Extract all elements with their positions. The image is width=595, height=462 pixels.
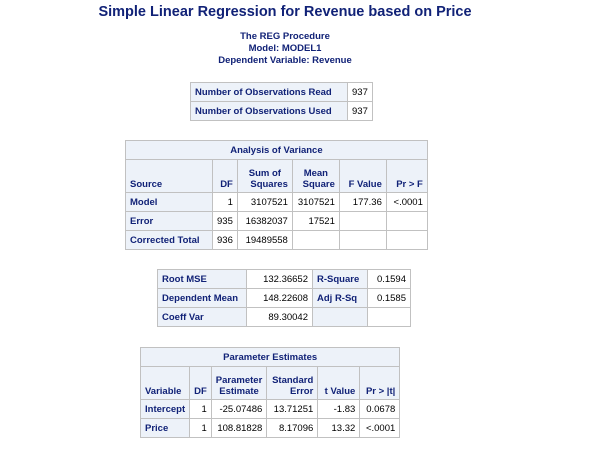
col-ms-line1: Mean (303, 168, 328, 179)
fit-value: 89.30042 (246, 307, 313, 327)
anova-f: 177.36 (338, 192, 387, 212)
table-row: Intercept 1 -25.07486 13.71251 -1.83 0.0… (139, 399, 401, 419)
fit-value: 0.1594 (367, 269, 411, 289)
table-row: Number of Observations Used 937 (190, 101, 373, 121)
col-ms: Mean Square (291, 159, 340, 193)
table-row: Root MSE 132.36652 R-Square 0.1594 (157, 269, 411, 289)
fit-statistics-table: Root MSE 132.36652 R-Square 0.1594 Depen… (157, 269, 411, 327)
parameter-estimates-table: Parameter Estimates Variable DF Paramete… (139, 347, 401, 438)
param-t: -1.83 (317, 399, 361, 419)
table-row: Error 935 16382037 17521 (125, 211, 428, 231)
param-variable: Price (139, 418, 191, 438)
anova-ms: 3107521 (291, 192, 340, 212)
col-estimate: Parameter Estimate (210, 366, 268, 400)
fit-label: R-Square (312, 269, 368, 289)
obs-used-label: Number of Observations Used (190, 101, 348, 121)
param-estimate: -25.07486 (210, 399, 268, 419)
param-variable: Intercept (139, 399, 191, 419)
col-estimate-line1: Parameter (215, 375, 263, 386)
fit-value (367, 307, 411, 327)
fit-value: 132.36652 (246, 269, 313, 289)
anova-f (338, 211, 387, 231)
col-source: Source (125, 159, 213, 193)
table-row: Price 1 108.81828 8.17096 13.32 <.0001 (139, 418, 401, 438)
col-ms-line2: Square (302, 179, 335, 190)
anova-df: 935 (212, 211, 238, 231)
procedure-subtitle: The REG Procedure (240, 31, 330, 42)
fit-label: Dependent Mean (157, 288, 247, 308)
param-df: 1 (189, 399, 212, 419)
fit-label: Coeff Var (157, 307, 247, 327)
anova-p (385, 211, 428, 231)
anova-caption: Analysis of Variance (125, 140, 428, 160)
col-std-error: Standard Error (266, 366, 319, 400)
table-row: Coeff Var 89.30042 (157, 307, 411, 327)
obs-used-value: 937 (347, 101, 373, 121)
col-ss-line1: Sum of (248, 168, 281, 179)
anova-df: 936 (212, 230, 238, 250)
param-p: 0.0678 (359, 399, 401, 419)
table-row: Corrected Total 936 19489558 (125, 230, 428, 250)
params-caption: Parameter Estimates (139, 347, 401, 367)
col-ss: Sum of Squares (236, 159, 293, 193)
table-row: Model 1 3107521 3107521 177.36 <.0001 (125, 192, 428, 212)
anova-df: 1 (212, 192, 238, 212)
report-title: Simple Linear Regression for Revenue bas… (98, 4, 472, 20)
observations-table: Number of Observations Read 937 Number o… (190, 82, 373, 121)
anova-ss: 16382037 (236, 211, 293, 231)
col-df: DF (189, 366, 212, 400)
obs-read-value: 937 (347, 82, 373, 102)
table-row: Dependent Mean 148.22608 Adj R-Sq 0.1585 (157, 288, 411, 308)
param-std-error: 8.17096 (266, 418, 319, 438)
anova-source: Corrected Total (125, 230, 213, 250)
anova-ms (291, 230, 340, 250)
param-df: 1 (189, 418, 212, 438)
params-header-row: Variable DF Parameter Estimate Standard … (139, 366, 401, 400)
anova-ss: 19489558 (236, 230, 293, 250)
fit-value: 0.1585 (367, 288, 411, 308)
anova-source: Error (125, 211, 213, 231)
col-f: F Value (338, 159, 387, 193)
col-df: DF (212, 159, 238, 193)
fit-label: Adj R-Sq (312, 288, 368, 308)
table-row: Number of Observations Read 937 (190, 82, 373, 102)
col-t: t Value (317, 366, 361, 400)
col-estimate-line2: Estimate (219, 386, 259, 397)
anova-source: Model (125, 192, 213, 212)
param-t: 13.32 (317, 418, 361, 438)
obs-read-label: Number of Observations Read (190, 82, 348, 102)
param-p: <.0001 (359, 418, 401, 438)
fit-value: 148.22608 (246, 288, 313, 308)
anova-p (385, 230, 428, 250)
col-std-error-line1: Standard (272, 375, 314, 386)
report-subtitles: The REG Procedure Model: MODEL1 Dependen… (0, 31, 570, 67)
col-p: Pr > |t| (359, 366, 401, 400)
col-p: Pr > F (385, 159, 428, 193)
anova-header-row: Source DF Sum of Squares Mean Square F V… (125, 159, 428, 193)
dependent-subtitle: Dependent Variable: Revenue (218, 55, 352, 66)
fit-label: Root MSE (157, 269, 247, 289)
anova-ms: 17521 (291, 211, 340, 231)
col-std-error-line2: Error (290, 386, 314, 397)
anova-ss: 3107521 (236, 192, 293, 212)
anova-table: Analysis of Variance Source DF Sum of Sq… (125, 140, 428, 250)
anova-p: <.0001 (385, 192, 428, 212)
param-std-error: 13.71251 (266, 399, 319, 419)
param-estimate: 108.81828 (210, 418, 268, 438)
col-ss-line2: Squares (250, 179, 288, 190)
anova-f (338, 230, 387, 250)
col-variable: Variable (139, 366, 191, 400)
fit-label (312, 307, 368, 327)
model-subtitle: Model: MODEL1 (248, 43, 322, 54)
